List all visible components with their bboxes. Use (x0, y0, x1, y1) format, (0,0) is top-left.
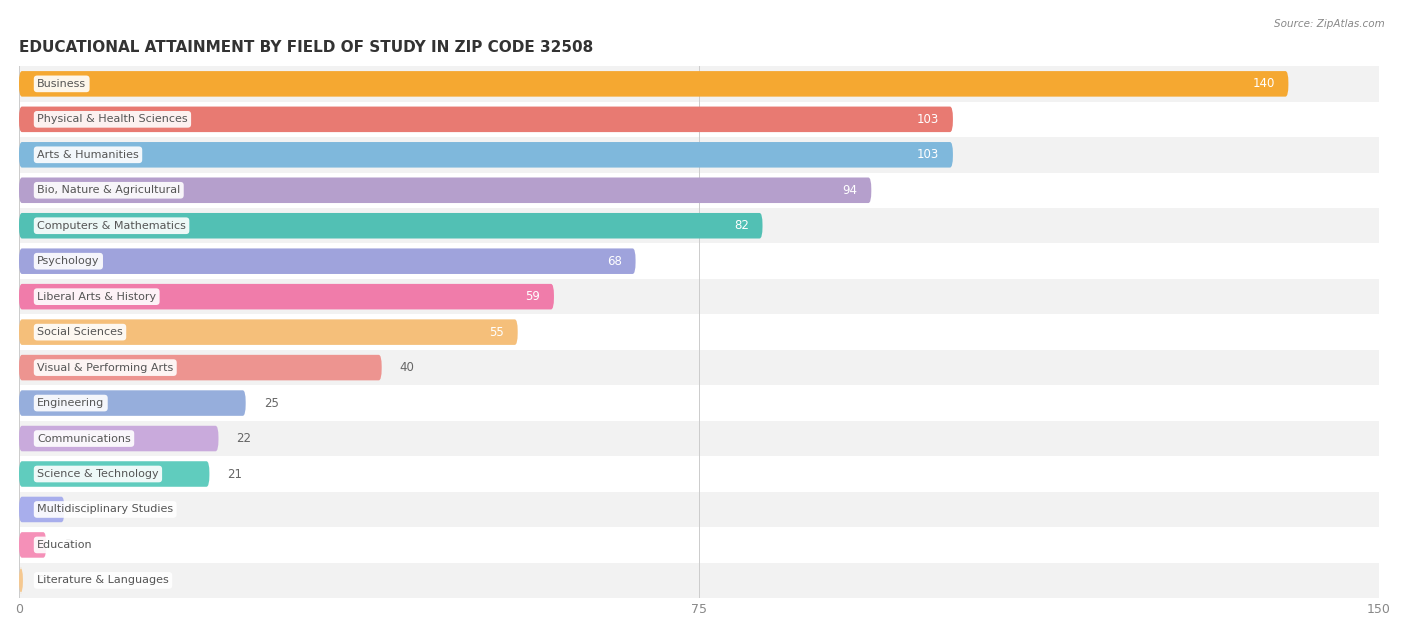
Text: 94: 94 (842, 184, 858, 197)
Text: Business: Business (37, 79, 86, 89)
Bar (20, 563, 1379, 598)
Bar (20, 208, 1379, 244)
Text: Computers & Mathematics: Computers & Mathematics (37, 221, 186, 231)
Text: Engineering: Engineering (37, 398, 104, 408)
FancyBboxPatch shape (20, 213, 762, 239)
Text: 5: 5 (83, 503, 90, 516)
FancyBboxPatch shape (20, 568, 22, 593)
Text: 21: 21 (228, 468, 243, 480)
FancyBboxPatch shape (20, 319, 517, 345)
Text: Source: ZipAtlas.com: Source: ZipAtlas.com (1274, 19, 1385, 29)
Text: 40: 40 (399, 361, 415, 374)
Bar (20, 350, 1379, 386)
FancyBboxPatch shape (20, 426, 218, 451)
Text: Literature & Languages: Literature & Languages (37, 575, 169, 586)
FancyBboxPatch shape (20, 461, 209, 487)
Bar (20, 314, 1379, 350)
Bar (20, 66, 1379, 102)
FancyBboxPatch shape (20, 177, 872, 203)
Text: Visual & Performing Arts: Visual & Performing Arts (37, 363, 173, 372)
Text: 22: 22 (236, 432, 252, 445)
FancyBboxPatch shape (20, 71, 1288, 97)
Bar (20, 279, 1379, 314)
Text: 82: 82 (734, 219, 749, 232)
FancyBboxPatch shape (20, 142, 953, 168)
Text: Arts & Humanities: Arts & Humanities (37, 150, 139, 160)
Bar (20, 421, 1379, 456)
FancyBboxPatch shape (20, 355, 381, 380)
Text: 3: 3 (65, 538, 72, 551)
Bar (20, 492, 1379, 528)
Text: Education: Education (37, 540, 93, 550)
FancyBboxPatch shape (20, 284, 554, 309)
Bar (20, 137, 1379, 172)
Text: 103: 103 (917, 148, 939, 162)
FancyBboxPatch shape (20, 249, 636, 274)
Text: Social Sciences: Social Sciences (37, 327, 122, 337)
Text: 103: 103 (917, 113, 939, 126)
Bar (20, 456, 1379, 492)
Text: Liberal Arts & History: Liberal Arts & History (37, 292, 156, 302)
Text: EDUCATIONAL ATTAINMENT BY FIELD OF STUDY IN ZIP CODE 32508: EDUCATIONAL ATTAINMENT BY FIELD OF STUDY… (20, 40, 593, 56)
Bar (20, 102, 1379, 137)
Text: 0: 0 (37, 574, 45, 587)
Text: Psychology: Psychology (37, 256, 100, 266)
FancyBboxPatch shape (20, 532, 46, 558)
Bar (20, 528, 1379, 563)
Text: 25: 25 (264, 396, 278, 410)
FancyBboxPatch shape (20, 391, 246, 416)
Text: Science & Technology: Science & Technology (37, 469, 159, 479)
FancyBboxPatch shape (20, 497, 65, 522)
Text: Multidisciplinary Studies: Multidisciplinary Studies (37, 504, 173, 514)
Bar (20, 172, 1379, 208)
Bar (20, 386, 1379, 421)
Text: 55: 55 (489, 326, 505, 339)
Text: 140: 140 (1253, 78, 1275, 90)
FancyBboxPatch shape (20, 107, 953, 132)
Text: Bio, Nature & Agricultural: Bio, Nature & Agricultural (37, 186, 180, 195)
Text: Physical & Health Sciences: Physical & Health Sciences (37, 114, 188, 124)
Text: 68: 68 (607, 255, 621, 268)
Text: Communications: Communications (37, 433, 131, 444)
Bar (20, 244, 1379, 279)
Text: 59: 59 (526, 290, 540, 303)
